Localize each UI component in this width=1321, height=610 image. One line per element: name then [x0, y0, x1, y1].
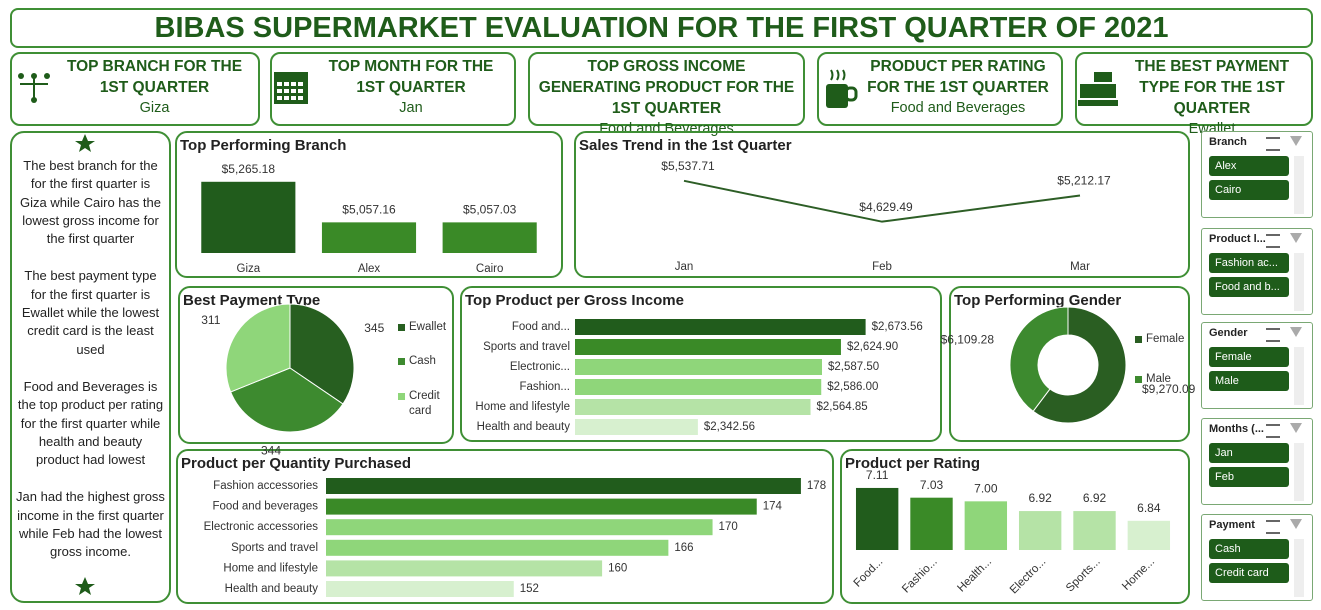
kpi-text: TOP MONTH FOR THE 1ST QUARTER Jan — [314, 56, 508, 118]
slicer-filter-icon — [1266, 234, 1280, 248]
slicer-item[interactable]: Male — [1209, 371, 1289, 391]
note: Food and Beverages is the top product pe… — [17, 378, 164, 468]
slicer-item[interactable]: Cairo — [1209, 180, 1289, 200]
legend-label: Cash — [409, 355, 436, 367]
slicer-title: Gender — [1209, 327, 1248, 339]
slicer-item[interactable]: Credit card — [1209, 563, 1289, 583]
slicer-title: Branch — [1209, 136, 1247, 148]
slicer-filter-icon — [1266, 137, 1280, 151]
dashboard-title: BIBAS SUPERMARKET EVALUATION FOR THE FIR… — [154, 12, 1169, 44]
slicer-clear-icon — [1290, 327, 1302, 337]
slicer: Payment Cash Credit card — [1201, 514, 1313, 601]
slicer: Branch Alex Cairo — [1201, 131, 1313, 218]
kpi-value: Food and Beverages — [890, 100, 1026, 116]
slicer-scrollbar — [1294, 253, 1304, 311]
slicer-scrollbar — [1294, 347, 1304, 405]
slicer-item[interactable]: Feb — [1209, 467, 1289, 487]
slicer-clear-icon — [1290, 233, 1302, 243]
slicer-title: Months (... — [1209, 423, 1264, 435]
note: Jan had the highest gross income in the … — [16, 489, 165, 560]
kpi-value: Giza — [139, 100, 170, 116]
kpi-value: Jan — [399, 100, 423, 116]
slicer-item[interactable]: Cash — [1209, 539, 1289, 559]
slicer-scrollbar — [1294, 539, 1304, 597]
slicer-item[interactable]: Alex — [1209, 156, 1289, 176]
slicer-filter-icon — [1266, 520, 1280, 534]
chart-panel — [176, 449, 834, 604]
slicer-filter-icon — [1266, 424, 1280, 438]
kpi-text: PRODUCT PER RATING FOR THE 1ST QUARTER Fo… — [861, 56, 1055, 118]
slicer-item[interactable]: Food and b... — [1209, 277, 1289, 297]
legend-label: Female — [1146, 333, 1185, 345]
kpi-text: TOP BRANCH FOR THE 1ST QUARTER Giza — [57, 56, 252, 118]
slicer-title: Payment — [1209, 519, 1255, 531]
slicer-scrollbar — [1294, 443, 1304, 501]
kpi-label: PRODUCT PER RATING FOR THE 1ST QUARTER — [867, 58, 1049, 96]
slicer-filter-icon — [1266, 328, 1280, 342]
slicer-clear-icon — [1290, 423, 1302, 433]
slicer: Gender Female Male — [1201, 322, 1313, 409]
kpi-card: THE BEST PAYMENT TYPE FOR THE 1ST QUARTE… — [1075, 52, 1313, 137]
kpi-text: TOP GROSS INCOME GENERATING PRODUCT FOR … — [536, 56, 797, 139]
chart-panel — [840, 449, 1190, 604]
slicer: Product l... Fashion ac... Food and b... — [1201, 228, 1313, 315]
kpi-card: TOP BRANCH FOR THE 1ST QUARTER Giza — [10, 52, 260, 126]
kpi-card: TOP GROSS INCOME GENERATING PRODUCT FOR … — [528, 52, 805, 137]
slicer-clear-icon — [1290, 136, 1302, 146]
chart-panel — [175, 131, 563, 278]
kpi-card: PRODUCT PER RATING FOR THE 1ST QUARTER Fo… — [817, 52, 1063, 126]
slicer-item[interactable]: Female — [1209, 347, 1289, 367]
chart-panel — [460, 286, 942, 442]
note: The best branch for the for the first qu… — [20, 158, 161, 247]
notes: The best branch for the for the first qu… — [12, 133, 169, 562]
chart-panel — [949, 286, 1190, 442]
chart-panel — [574, 131, 1190, 278]
kpi-card: TOP MONTH FOR THE 1ST QUARTER Jan — [270, 52, 516, 126]
kpi-label: THE BEST PAYMENT TYPE FOR THE 1ST QUARTE… — [1134, 58, 1290, 117]
kpi-text: THE BEST PAYMENT TYPE FOR THE 1ST QUARTE… — [1119, 56, 1305, 139]
slicer-title: Product l... — [1209, 233, 1266, 245]
kpi-label: TOP BRANCH FOR THE 1ST QUARTER — [66, 58, 243, 96]
slicer-item[interactable]: Fashion ac... — [1209, 253, 1289, 273]
kpi-label: TOP MONTH FOR THE 1ST QUARTER — [328, 58, 494, 96]
chart-panel — [178, 286, 454, 444]
slicer: Months (... Jan Feb — [1201, 418, 1313, 505]
title-box: BIBAS SUPERMARKET EVALUATION FOR THE FIR… — [10, 8, 1313, 48]
slicer-item[interactable]: Jan — [1209, 443, 1289, 463]
kpi-label: TOP GROSS INCOME GENERATING PRODUCT FOR … — [538, 58, 795, 117]
kpi-value: Food and Beverages — [599, 121, 734, 137]
legend-label: Ewallet — [409, 321, 447, 333]
slicer-clear-icon — [1290, 519, 1302, 529]
note: The best payment type for the first quar… — [21, 268, 160, 357]
legend-label: Credit card — [409, 390, 440, 417]
legend-label: Male — [1146, 373, 1171, 385]
slicer-scrollbar — [1294, 156, 1304, 214]
notes-panel: The best branch for the for the first qu… — [10, 131, 171, 603]
